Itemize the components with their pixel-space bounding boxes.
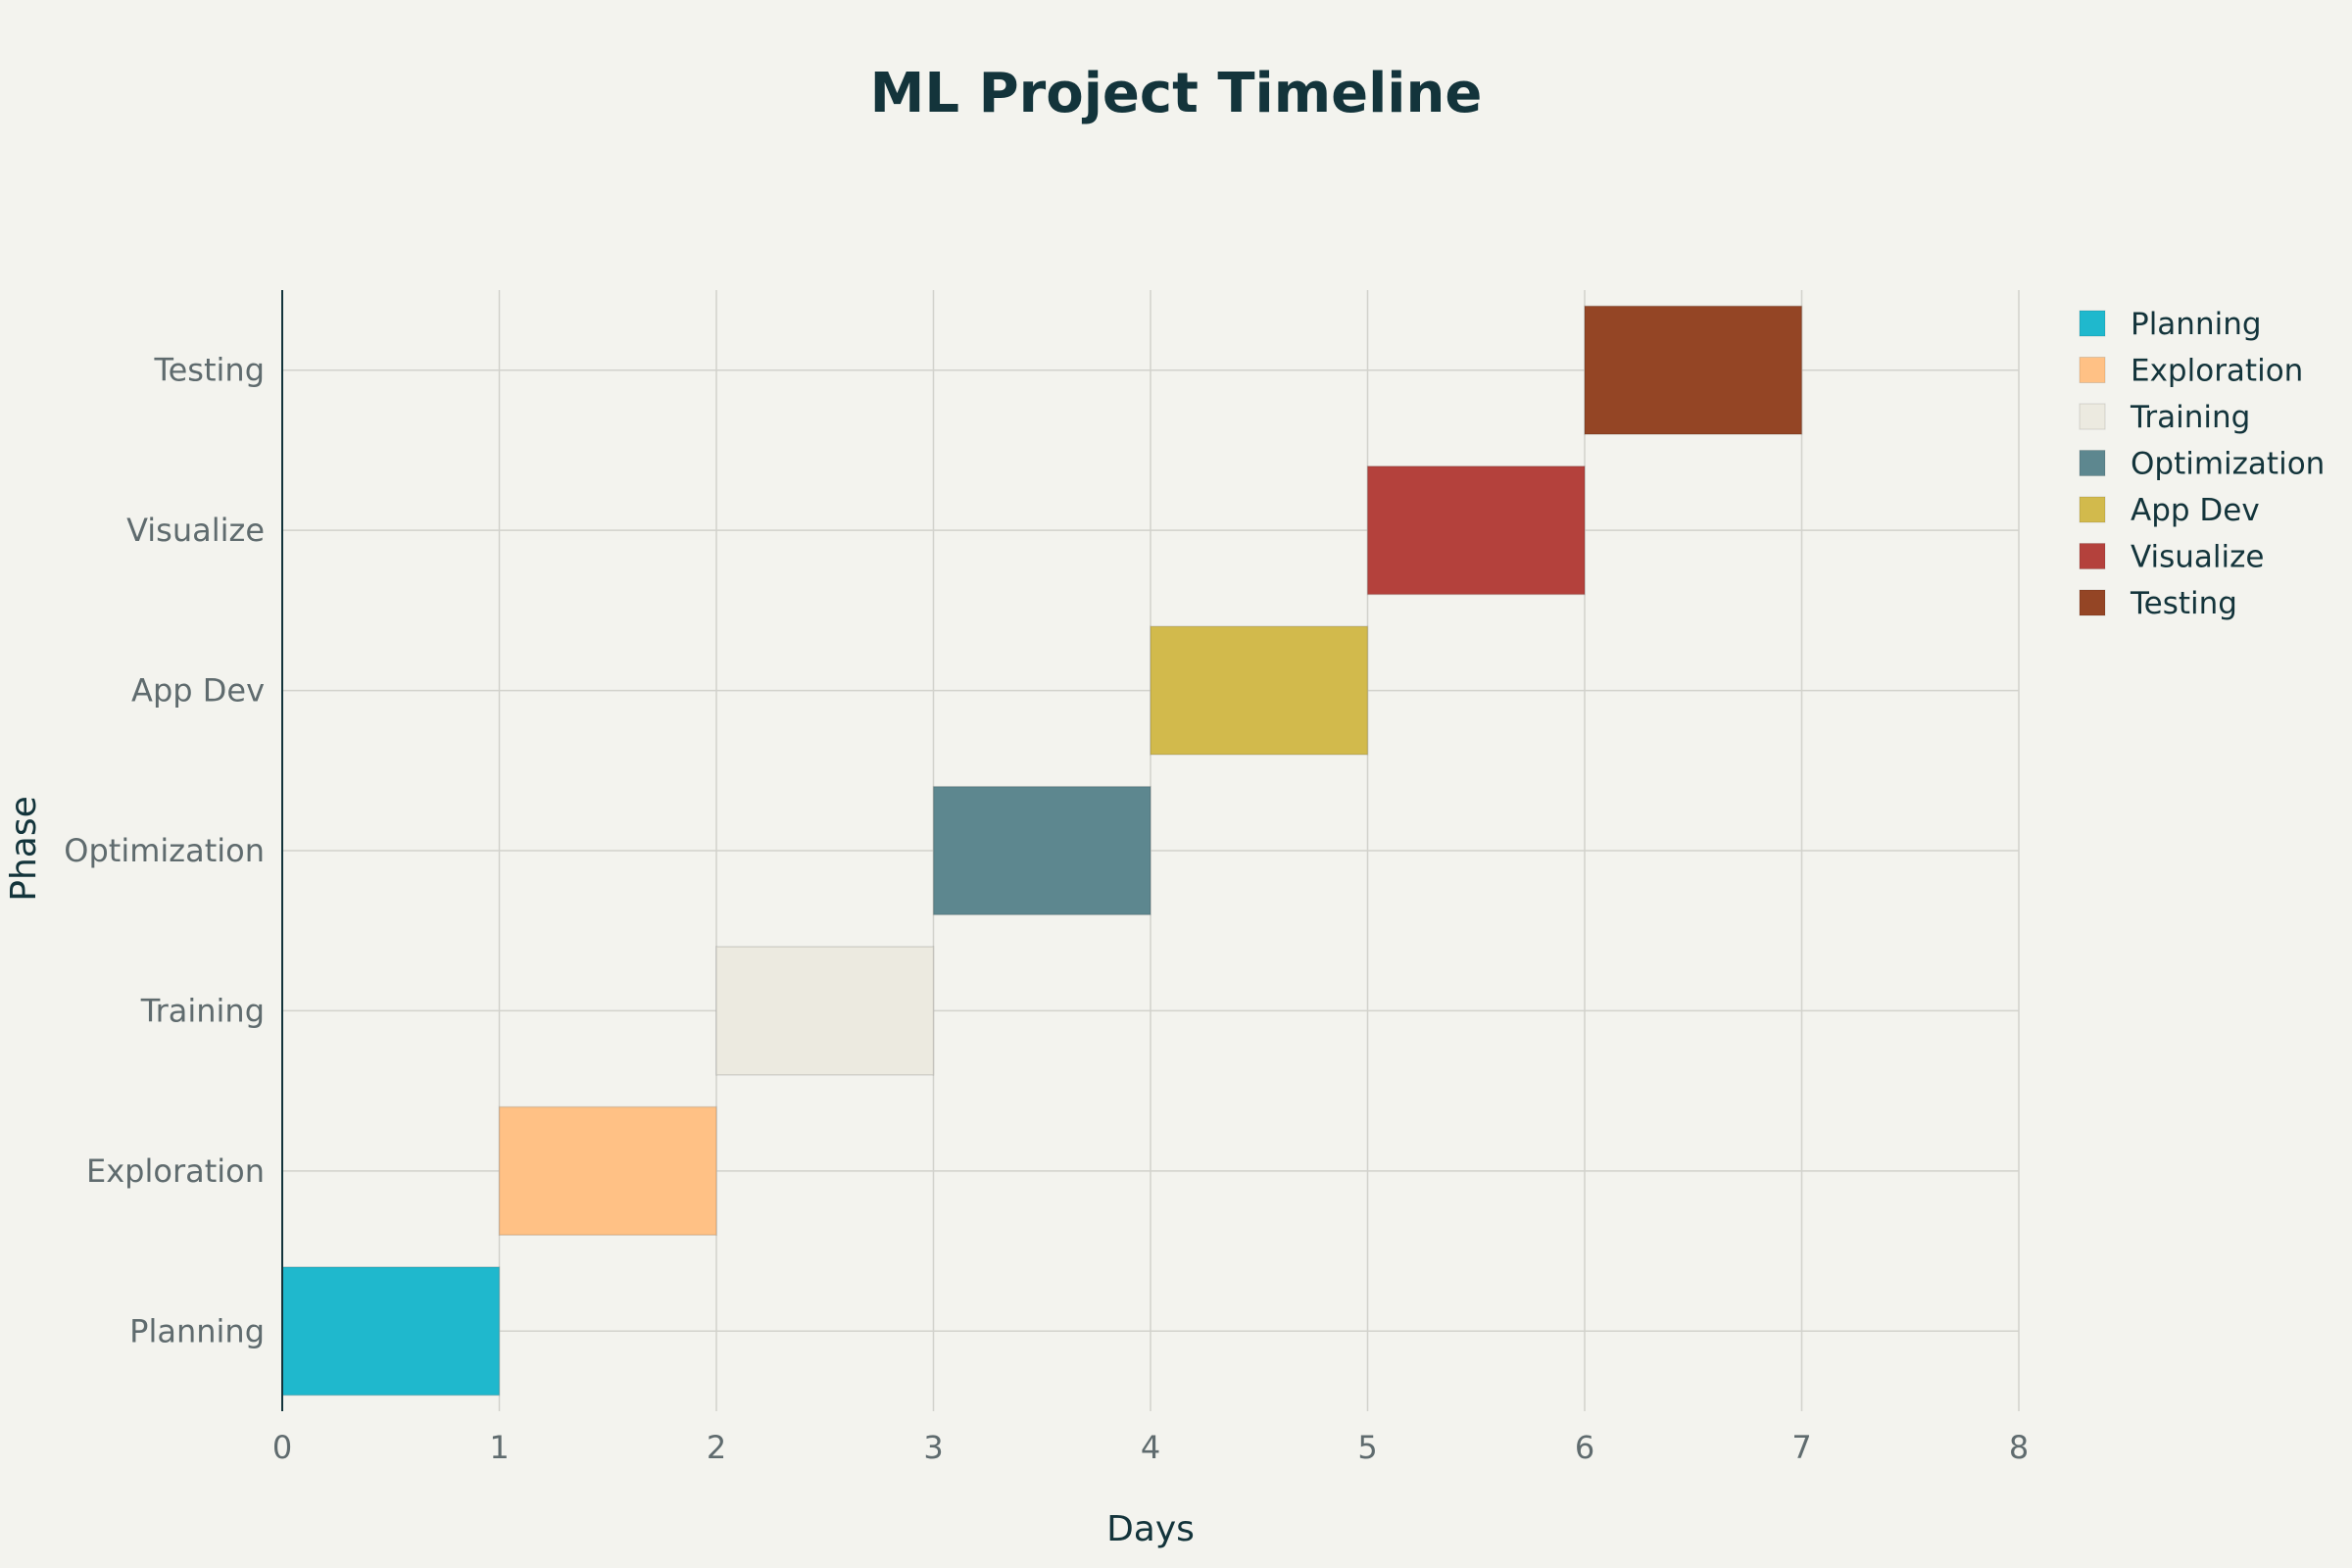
legend-label: App Dev xyxy=(2131,493,2260,528)
legend-swatch xyxy=(2079,589,2106,616)
legend-swatch xyxy=(2079,543,2106,569)
y-tick-label: Visualize xyxy=(126,512,265,549)
bar-testing xyxy=(1584,305,1803,435)
y-tick-label: Training xyxy=(140,992,265,1029)
x-tick-label: 0 xyxy=(272,1429,292,1466)
legend-label: Optimization xyxy=(2131,447,2325,482)
y-tick-label: Exploration xyxy=(86,1152,265,1190)
y-tick-label: Optimization xyxy=(64,832,265,869)
x-tick-label: 6 xyxy=(1575,1429,1594,1466)
x-axis-title: Days xyxy=(1106,1509,1195,1549)
bar-exploration xyxy=(498,1105,717,1236)
legend-label: Visualize xyxy=(2131,540,2265,575)
legend-label: Exploration xyxy=(2131,354,2303,389)
bar-planning xyxy=(281,1266,501,1396)
x-tick-label: 7 xyxy=(1791,1429,1811,1466)
legend-label: Testing xyxy=(2130,586,2237,621)
x-tick-label: 1 xyxy=(489,1429,509,1466)
bar-training xyxy=(715,946,935,1076)
legend-swatch xyxy=(2079,496,2106,523)
bars xyxy=(281,305,1803,1396)
bar-optimization xyxy=(932,785,1152,916)
y-tick-label: Planning xyxy=(129,1312,265,1349)
legend-swatch xyxy=(2079,310,2106,337)
x-tick-label: 2 xyxy=(707,1429,726,1466)
x-tick-label: 5 xyxy=(1357,1429,1377,1466)
legend-swatch xyxy=(2079,357,2106,383)
chart-title: ML Project Timeline xyxy=(870,62,1483,125)
y-tick-label: Testing xyxy=(154,352,266,389)
x-tick-label: 8 xyxy=(2009,1429,2029,1466)
x-tick-label: 4 xyxy=(1141,1429,1160,1466)
y-tick-label: App Dev xyxy=(131,672,265,710)
legend-swatch xyxy=(2079,403,2106,430)
y-axis-title: Phase xyxy=(4,796,44,902)
legend-swatch xyxy=(2079,450,2106,476)
legend-label: Planning xyxy=(2131,307,2262,342)
bar-app-dev xyxy=(1150,625,1369,756)
legend: Planning Exploration Training Optimization A… xyxy=(2079,307,2325,621)
x-tick-label: 3 xyxy=(923,1429,943,1466)
axes: 0 1 2 3 4 5 6 7 8 Planning Exploration Training Opti… xyxy=(64,290,2029,1466)
bar-visualize xyxy=(1366,466,1586,596)
legend-label: Training xyxy=(2130,400,2250,435)
